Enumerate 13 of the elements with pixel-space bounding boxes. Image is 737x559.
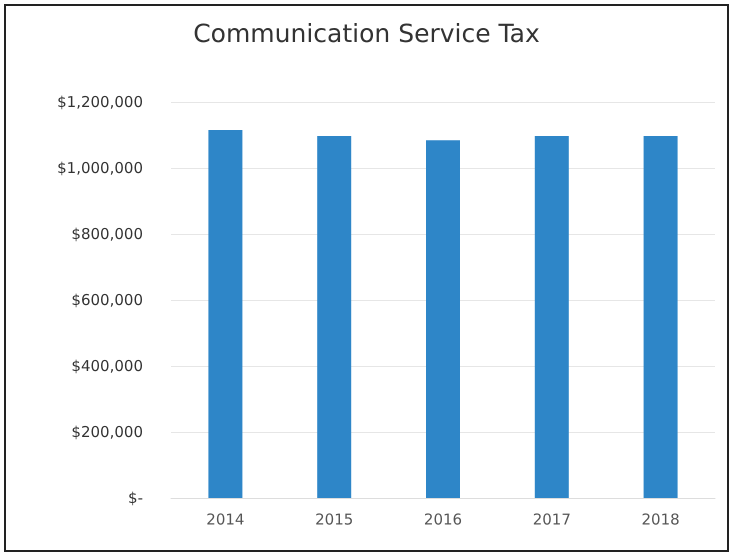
y-tick-label: $800,000 — [71, 225, 143, 243]
chart-title: Communication Service Tax — [193, 19, 540, 48]
y-tick-label: $1,200,000 — [57, 93, 143, 111]
y-tick-label: $600,000 — [71, 291, 143, 309]
y-tick-label: $200,000 — [71, 423, 143, 441]
y-tick-label: $1,000,000 — [57, 159, 143, 177]
y-tick-label: $400,000 — [71, 357, 143, 375]
x-tick-label: 2015 — [315, 510, 354, 528]
x-tick-label: 2014 — [206, 510, 244, 528]
x-tick-label: 2016 — [424, 510, 462, 528]
x-tick-label: 2017 — [532, 510, 571, 528]
x-tick-label: 2018 — [642, 510, 680, 528]
y-tick-label: $- — [128, 489, 143, 507]
